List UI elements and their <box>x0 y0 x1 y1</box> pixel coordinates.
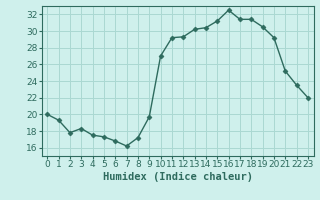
X-axis label: Humidex (Indice chaleur): Humidex (Indice chaleur) <box>103 172 252 182</box>
